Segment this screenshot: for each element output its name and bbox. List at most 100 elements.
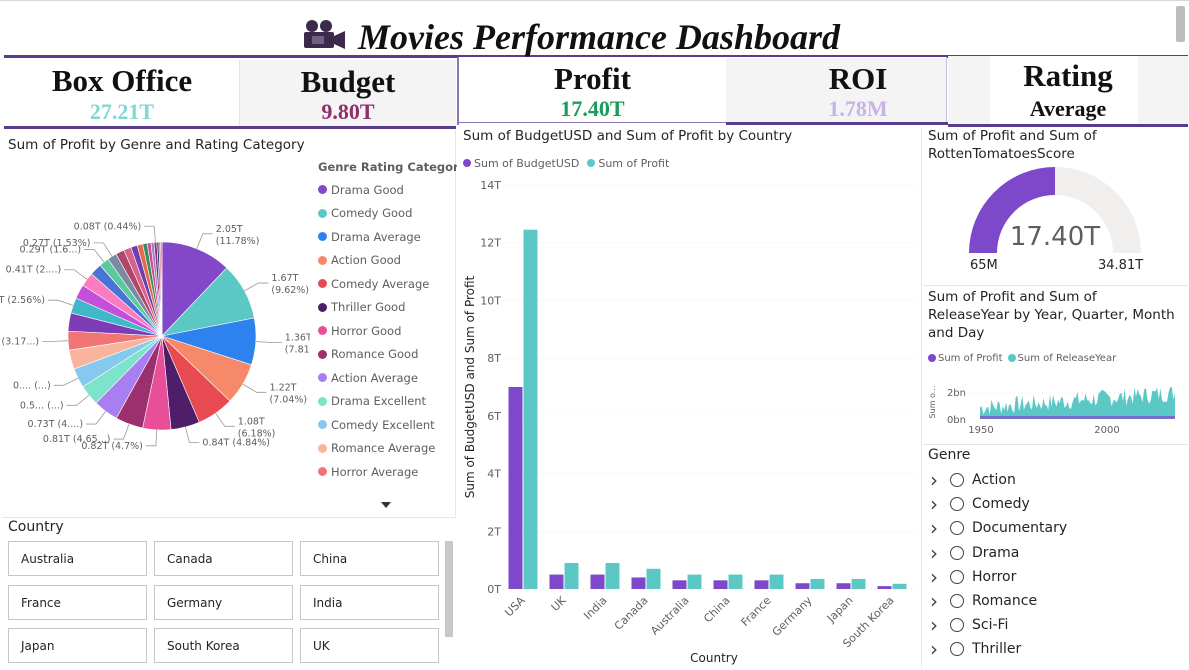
area-legend-item[interactable]: Sum of Profit [928, 353, 1003, 364]
country-slicer-button[interactable]: Germany [154, 584, 293, 620]
radio-button[interactable] [950, 473, 964, 487]
pie-legend-title: Genre Rating Category [318, 160, 467, 174]
chevron-right-icon[interactable]: › [930, 516, 938, 541]
radio-button[interactable] [950, 594, 964, 608]
caret-down-icon[interactable] [381, 502, 391, 508]
bar-mark[interactable] [892, 583, 907, 589]
pie-slice[interactable] [160, 241, 163, 337]
profit-card: Profit 17.40T [460, 58, 725, 122]
bar-mark[interactable] [590, 574, 605, 589]
pie-legend-item[interactable]: Comedy Good [318, 202, 458, 226]
chevron-right-icon[interactable]: › [930, 492, 938, 517]
bar-mark[interactable] [877, 586, 892, 589]
bar-mark[interactable] [687, 574, 702, 589]
radio-button[interactable] [950, 569, 964, 584]
country-slicer-button[interactable]: India [300, 584, 439, 620]
pie-leader-line [84, 249, 105, 263]
pie-legend: Drama Good Comedy Good Drama Average Action… [318, 178, 458, 484]
bar-mark[interactable] [851, 578, 866, 589]
genre-slicer-item[interactable]: › Action [930, 469, 1016, 491]
pie-data-label: 0.73T (4....) [28, 419, 84, 430]
pie-legend-item[interactable]: Comedy Average [318, 272, 458, 296]
area-legend-item[interactable]: Sum of ReleaseYear [1007, 352, 1117, 364]
genre-slicer-item[interactable]: › Documentary [930, 517, 1067, 539]
area-series-profit[interactable] [980, 416, 1175, 419]
chevron-right-icon[interactable]: › [930, 613, 938, 638]
area-legend-label: Sum of ReleaseYear [1017, 352, 1117, 364]
pie-leader-line [215, 412, 235, 427]
country-slicer-button[interactable]: Japan [8, 628, 147, 663]
bar-chart: 0T 2T 4T 6T 8T 10T 12T 14T USA UK India CanadaAustr… [463, 179, 917, 665]
bar-mark[interactable] [564, 563, 579, 589]
genre-slicer-item[interactable]: › Thriller [930, 638, 1021, 660]
profit-label: Profit [554, 61, 631, 96]
bar-mark[interactable] [672, 580, 687, 589]
legend-dot-icon [318, 373, 327, 383]
radio-button[interactable] [950, 618, 964, 633]
radio-button[interactable] [950, 545, 964, 560]
chevron-right-icon[interactable]: › [930, 540, 938, 565]
bar-legend-item[interactable]: Sum of BudgetUSD [463, 157, 579, 170]
bar-mark[interactable] [508, 387, 523, 589]
scrollbar-thumb[interactable] [1176, 6, 1185, 42]
bar-mark[interactable] [754, 580, 769, 589]
legend-dot-icon [318, 232, 327, 242]
pie-slice[interactable] [161, 241, 228, 337]
pie-legend-item[interactable]: Drama Good [318, 178, 458, 202]
pie-legend-item[interactable]: Romance Average [318, 437, 458, 461]
genre-slicer-label: Horror [972, 568, 1017, 585]
pie-data-label: 0.84T (4.84%) [202, 438, 270, 449]
bar-mark[interactable] [810, 578, 825, 589]
chevron-right-icon[interactable]: › [930, 564, 938, 589]
pie-legend-item[interactable]: Comedy Excellent [318, 413, 458, 437]
bar-mark[interactable] [605, 563, 620, 589]
gauge-title-line1: Sum of Profit and Sum of [928, 128, 1097, 144]
pie-legend-label: Romance Average [331, 441, 436, 456]
pie-legend-item[interactable]: Thriller Good [318, 296, 458, 320]
pie-legend-item[interactable]: Drama Average [318, 225, 458, 249]
bar-mark[interactable] [631, 577, 646, 589]
bar-mark[interactable] [769, 574, 784, 589]
chevron-right-icon[interactable]: › [930, 589, 938, 613]
pie-legend-item[interactable]: Drama Excellent [318, 390, 458, 414]
legend-dot-icon [318, 467, 327, 477]
area-series-releaseyear[interactable] [980, 387, 1175, 419]
legend-dot-icon [587, 159, 596, 167]
country-slicer-button[interactable]: UK [300, 628, 439, 663]
pie-legend-item[interactable]: Action Good [318, 249, 458, 273]
pie-legend-item[interactable]: Horror Good [318, 319, 458, 343]
bar-mark[interactable] [836, 583, 851, 589]
genre-slicer-item[interactable]: › Drama [930, 542, 1019, 564]
radio-button[interactable] [950, 521, 964, 536]
pie-legend-item[interactable]: Horror Average [318, 460, 458, 484]
bar-mark[interactable] [523, 229, 538, 589]
country-scrollbar[interactable] [445, 541, 453, 637]
chevron-right-icon[interactable]: › [930, 637, 938, 662]
pie-legend-item[interactable]: Romance Good [318, 343, 458, 367]
area-title-line1: Sum of Profit and Sum of [928, 289, 1097, 305]
gauge-chart [969, 167, 1141, 253]
bar-mark[interactable] [549, 574, 564, 589]
bar-mark[interactable] [728, 574, 743, 589]
genre-slicer-item[interactable]: › Comedy [930, 493, 1030, 515]
bar-legend-label: Sum of BudgetUSD [474, 156, 580, 170]
bar-mark[interactable] [713, 580, 728, 589]
genre-slicer-item[interactable]: › Horror [930, 566, 1016, 588]
country-slicer-title: Country [8, 519, 64, 535]
bar-mark[interactable] [795, 583, 810, 589]
bar-legend-item[interactable]: Sum of Profit [587, 157, 669, 170]
bar-xtick-label: UK [549, 593, 570, 614]
pie-data-label: 0.5... (...) [20, 400, 64, 411]
genre-slicer-item[interactable]: › Sci-Fi [930, 614, 1008, 636]
country-slicer-button[interactable]: South Korea [154, 628, 293, 663]
country-slicer-button[interactable]: Canada [154, 541, 293, 576]
genre-slicer-item[interactable]: › Romance [930, 590, 1037, 612]
country-slicer-button[interactable]: France [8, 584, 147, 620]
bar-mark[interactable] [646, 568, 661, 589]
radio-button[interactable] [950, 642, 964, 657]
chevron-right-icon[interactable]: › [930, 468, 938, 492]
country-slicer-button[interactable]: Australia [8, 541, 147, 576]
radio-button[interactable] [950, 497, 964, 512]
country-slicer-button[interactable]: China [300, 541, 439, 576]
pie-legend-item[interactable]: Action Average [318, 366, 458, 390]
